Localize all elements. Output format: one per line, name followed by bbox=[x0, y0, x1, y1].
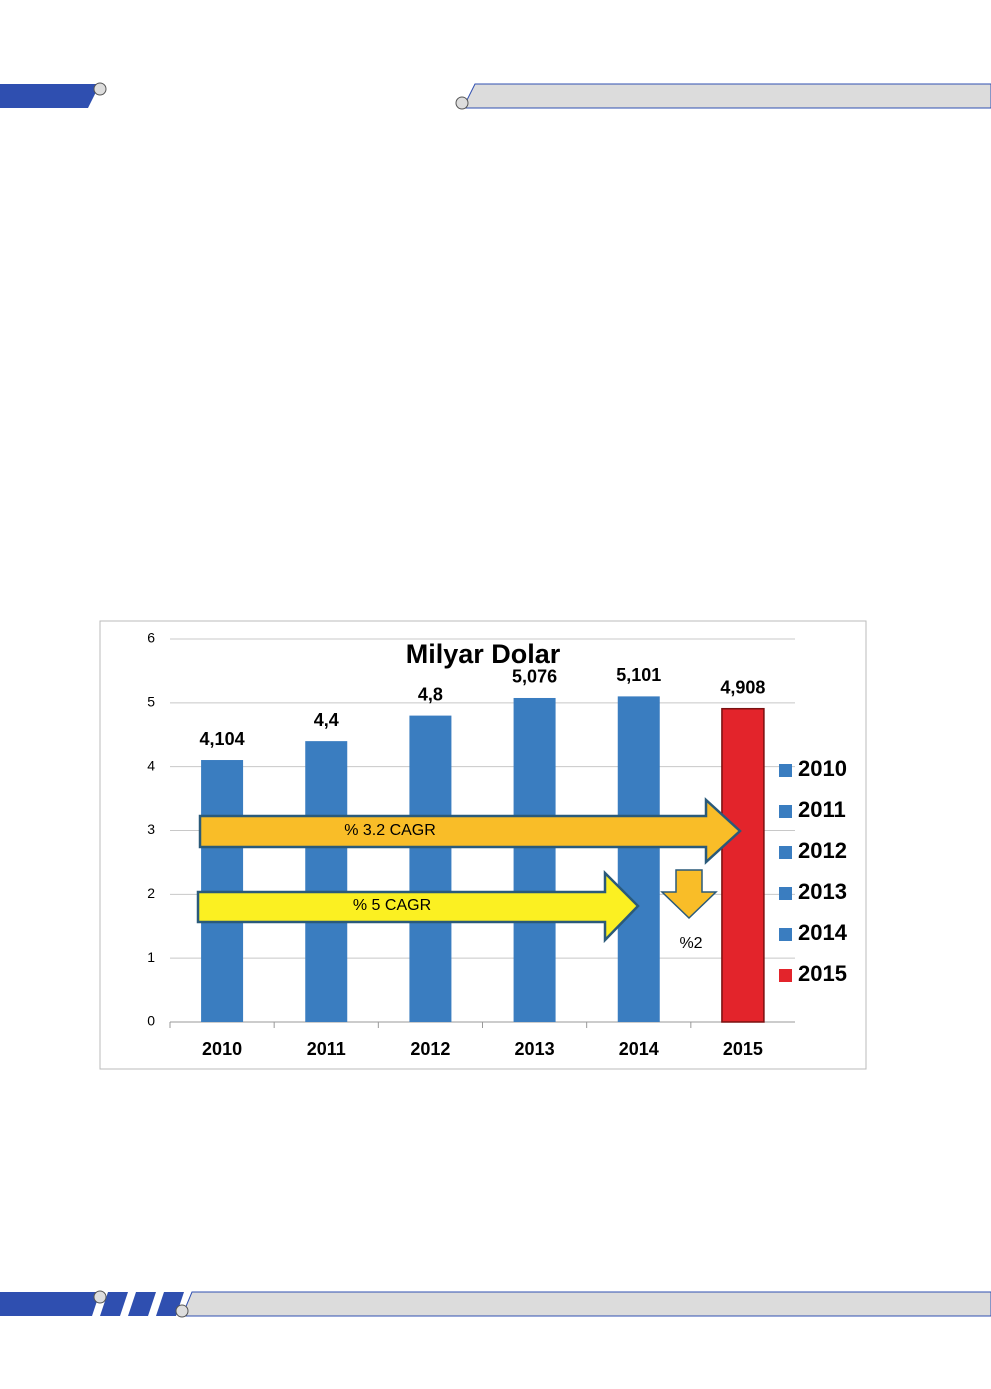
legend-label: 2015 bbox=[798, 961, 847, 986]
legend-swatch bbox=[779, 887, 792, 900]
y-tick-label: 6 bbox=[147, 630, 155, 646]
legend-swatch bbox=[779, 846, 792, 859]
arrow bbox=[196, 869, 640, 944]
x-tick-label: 2011 bbox=[307, 1039, 346, 1059]
bar bbox=[513, 697, 556, 1022]
annotation: % 3.2 CAGR bbox=[344, 822, 436, 839]
bar bbox=[721, 707, 765, 1023]
y-tick-label: 4 bbox=[147, 757, 155, 773]
value-label: 4,4 bbox=[314, 710, 339, 730]
x-tick-label: 2012 bbox=[410, 1039, 450, 1059]
annotation: %2 bbox=[679, 935, 702, 952]
annotation: % 5 CAGR bbox=[353, 897, 431, 914]
x-tick-label: 2013 bbox=[515, 1039, 555, 1059]
x-tick-label: 2015 bbox=[723, 1039, 763, 1059]
legend-label: 2014 bbox=[798, 920, 848, 945]
bar bbox=[409, 715, 452, 1022]
header-decoration bbox=[0, 82, 991, 110]
value-label: 4,908 bbox=[720, 677, 765, 697]
arrow bbox=[198, 797, 742, 865]
y-tick-label: 2 bbox=[147, 885, 155, 901]
y-tick-label: 5 bbox=[147, 694, 155, 710]
x-tick-label: 2010 bbox=[202, 1039, 242, 1059]
footer-decoration bbox=[0, 1290, 991, 1318]
legend-label: 2010 bbox=[798, 756, 847, 781]
value-label: 5,076 bbox=[512, 667, 557, 687]
bar bbox=[305, 741, 348, 1022]
value-label: 4,8 bbox=[418, 684, 443, 704]
legend-swatch bbox=[779, 928, 792, 941]
bar bbox=[617, 696, 660, 1022]
legend-swatch bbox=[779, 805, 792, 818]
y-tick-label: 1 bbox=[147, 949, 155, 965]
arrow bbox=[660, 869, 718, 920]
chart-title: Milyar Dolar bbox=[406, 639, 561, 669]
y-tick-label: 3 bbox=[147, 821, 155, 837]
value-label: 5,101 bbox=[616, 665, 661, 685]
legend-label: 2013 bbox=[798, 879, 847, 904]
x-tick-label: 2014 bbox=[619, 1039, 659, 1059]
value-label: 4,104 bbox=[200, 729, 245, 749]
legend-swatch bbox=[779, 764, 792, 777]
legend-label: 2011 bbox=[798, 797, 846, 822]
chart: 0 1 2 3 4 5 6 2010 4,104 2010 2011 4,4 2011 2012 4,8 20… bbox=[147, 630, 848, 1059]
legend-label: 2012 bbox=[798, 838, 847, 863]
y-tick-label: 0 bbox=[147, 1013, 155, 1029]
legend-swatch bbox=[779, 969, 792, 982]
